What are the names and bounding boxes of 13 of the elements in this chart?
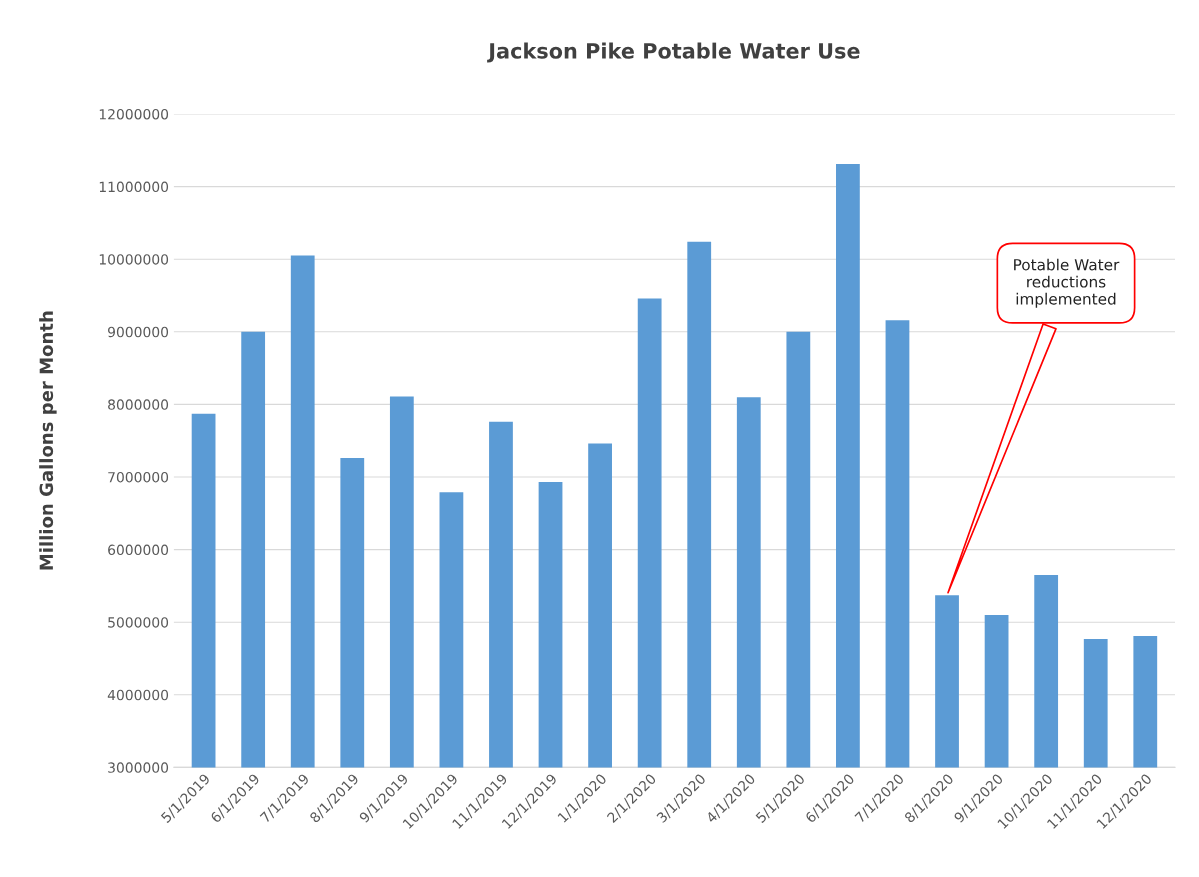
y-tick-label: 4000000 <box>107 689 169 701</box>
y-tick-label: 5000000 <box>108 617 169 628</box>
y-tick-label: 10000000 <box>99 254 169 265</box>
y-tick-label: 9000000 <box>108 326 169 338</box>
y-tick-label: 7000000 <box>108 471 169 483</box>
y-tick-label: 8000000 <box>108 399 169 410</box>
y-tick-label: 6000000 <box>108 544 169 556</box>
annotation: Potable Water reductions implemented <box>1014 258 1120 308</box>
chart-title: Jackson Pike Potable Water Use <box>487 42 860 63</box>
y-tick-label: 3000000 <box>108 762 169 773</box>
y-tick-label: 12000000 <box>99 108 169 120</box>
y-axis-title: Million Gallons per Month <box>39 311 57 570</box>
y-tick-label: 11000000 <box>99 181 169 193</box>
